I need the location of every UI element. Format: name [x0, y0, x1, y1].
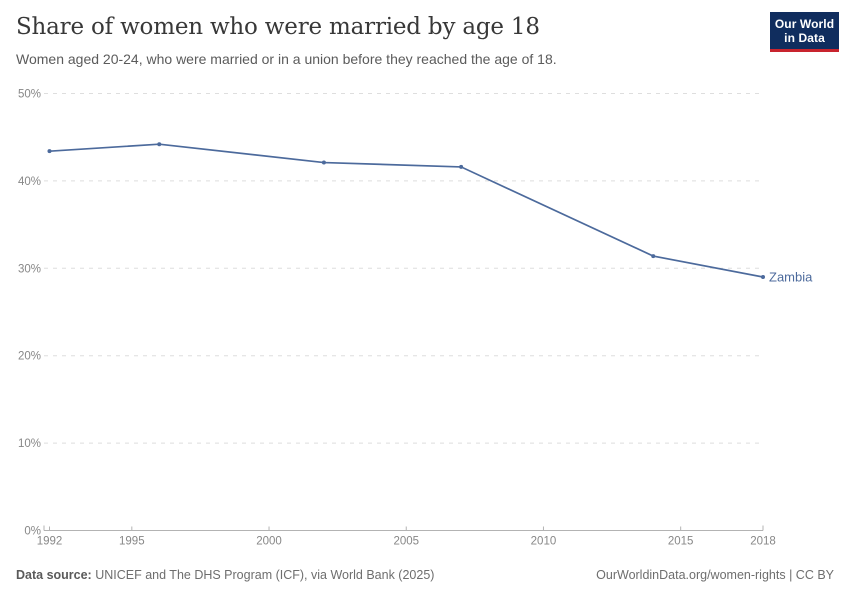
license-label: CC BY: [795, 568, 834, 582]
data-point[interactable]: [651, 254, 656, 259]
y-axis-tick-label: 40%: [18, 176, 41, 188]
citation-note: OurWorldinData.org/women-rights | CC BY: [596, 568, 834, 582]
data-point[interactable]: [157, 142, 162, 147]
data-point[interactable]: [321, 160, 326, 165]
data-source-text: UNICEF and The DHS Program (ICF), via Wo…: [91, 568, 435, 582]
line-chart: 0% 10% 20% 30% 40% 50% 1992 1995 2000 2005 2010 201…: [18, 89, 813, 546]
chart-footer: Data source: UNICEF and The DHS Program …: [16, 568, 834, 582]
x-axis-tick-label: 1995: [119, 536, 145, 546]
data-source-label: Data source:: [16, 568, 92, 582]
data-source-note: Data source: UNICEF and The DHS Program …: [16, 568, 434, 582]
chart-title: Share of women who were married by age 1…: [16, 14, 540, 40]
x-axis-tick-label: 2010: [531, 536, 557, 546]
x-axis-tick-label: 1992: [37, 536, 63, 546]
x-axis-tick-label: 2018: [750, 536, 776, 546]
y-axis-tick-label: 10%: [18, 438, 41, 450]
trend-line: [49, 143, 764, 278]
citation-link[interactable]: OurWorldinData.org/women-rights: [596, 568, 786, 582]
entity-label: Zambia: [769, 270, 813, 285]
y-axis-tick-label: 0%: [24, 526, 41, 538]
citation-separator: |: [785, 568, 796, 582]
data-point[interactable]: [459, 164, 464, 169]
data-point[interactable]: [761, 275, 765, 280]
owid-logo-line2: in Data: [784, 31, 825, 45]
y-axis-tick-label: 20%: [18, 351, 41, 363]
y-axis-tick-label: 30%: [18, 263, 41, 275]
chart-subtitle: Women aged 20-24, who were married or in…: [16, 51, 557, 67]
owid-logo[interactable]: Our World in Data: [770, 12, 839, 52]
x-axis-tick-label: 2015: [668, 536, 694, 546]
y-axis-tick-label: 50%: [18, 89, 41, 101]
owid-logo-line1: Our World: [774, 17, 835, 31]
data-point[interactable]: [47, 149, 52, 154]
x-axis-tick-label: 2000: [256, 536, 282, 546]
x-axis-tick-label: 2005: [393, 536, 419, 546]
